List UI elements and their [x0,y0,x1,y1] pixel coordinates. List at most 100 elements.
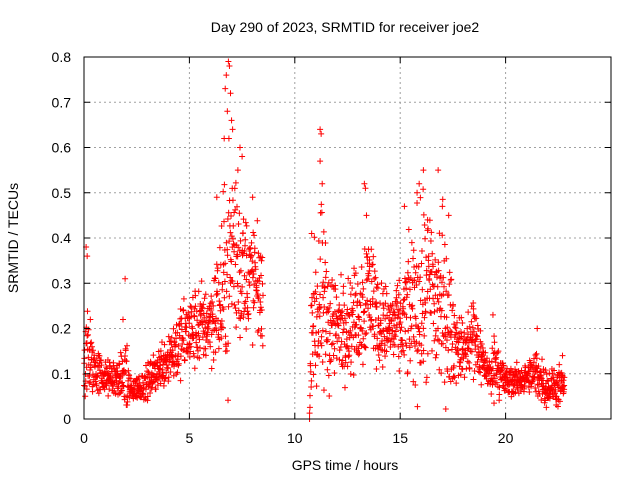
data-point [329,340,336,347]
data-point [364,297,371,304]
data-point [378,280,385,287]
data-point [114,385,121,392]
data-point [144,368,151,375]
data-point [326,330,333,337]
data-point [214,265,221,272]
data-point [358,264,365,270]
data-point [542,390,549,397]
data-point [438,370,445,377]
data-point [473,315,480,322]
data-point [406,286,413,293]
data-point [539,356,546,363]
data-point [196,355,203,362]
data-point [406,336,413,343]
data-point [368,316,375,323]
data-point [249,267,256,274]
data-point [495,348,502,355]
data-point [190,312,197,319]
data-point [308,302,315,309]
data-point [317,126,324,133]
data-point [251,299,258,306]
data-point [258,307,265,314]
data-point [198,278,205,285]
data-point [534,325,541,332]
data-point [177,377,184,384]
data-point [307,368,314,375]
data-point [242,219,249,226]
data-point [165,374,172,381]
data-point [420,325,427,332]
data-point [362,344,369,351]
data-point [337,309,344,316]
data-point [249,274,256,281]
data-point [442,406,449,413]
data-point [403,285,410,292]
data-point [119,316,126,323]
data-point [336,347,343,354]
data-point [346,313,353,320]
data-point [329,277,336,284]
data-point [417,194,424,201]
data-point [86,380,93,387]
data-point [167,338,174,345]
data-point [157,347,164,354]
data-point [232,261,239,268]
data-point [317,256,324,263]
data-point [475,354,482,361]
data-point [221,278,228,285]
data-point [452,325,459,332]
data-point [422,299,429,306]
data-point [439,232,446,239]
data-point [165,333,172,340]
data-point [226,238,233,245]
data-point [259,332,266,339]
data-point [367,326,374,333]
data-point [361,343,368,350]
data-point [394,282,401,289]
data-point [209,299,216,306]
data-point [218,317,225,324]
data-point [197,311,204,318]
data-point [180,295,187,302]
data-point [204,329,211,336]
data-point [220,306,227,313]
data-point [319,358,326,365]
data-point [373,284,380,291]
data-point [195,288,202,295]
data-point [98,362,105,369]
data-point [515,368,522,375]
data-point [450,373,457,380]
data-point [518,367,525,374]
data-point [376,357,383,364]
data-point [533,388,540,395]
data-point [124,398,131,405]
data-point [389,327,396,334]
data-point [499,366,506,373]
data-point [496,397,503,404]
data-point [475,343,482,350]
data-point [221,181,228,188]
data-point [482,349,489,356]
data-point [488,391,495,398]
data-point [448,329,455,336]
data-point [556,361,563,368]
data-point [514,386,521,393]
data-point [217,320,224,327]
data-point [316,305,323,312]
data-point [358,342,365,349]
data-point [474,358,481,365]
data-point [248,253,255,260]
data-point [418,260,425,267]
data-point [224,216,231,223]
data-point [407,325,414,332]
data-point [424,350,431,357]
data-point [87,340,94,347]
data-point [234,253,241,260]
data-point [241,272,248,279]
data-point [249,194,256,201]
data-point [344,345,351,352]
data-point [309,294,316,301]
data-point [235,220,242,227]
data-point [218,324,225,331]
data-point [400,309,407,316]
